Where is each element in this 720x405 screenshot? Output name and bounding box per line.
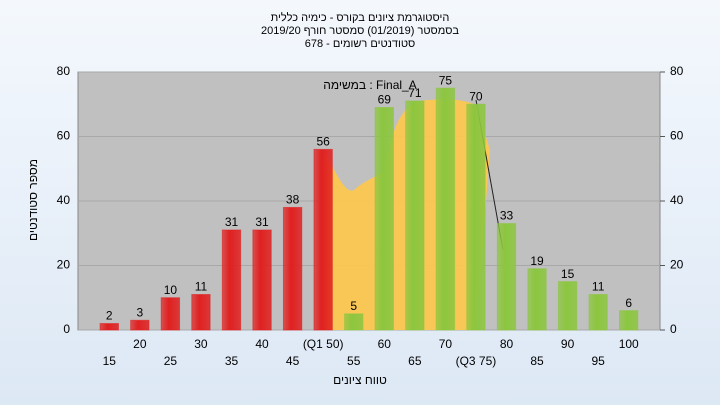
bar xyxy=(405,100,425,331)
y-tick-label: 40 xyxy=(57,193,71,207)
value-label: 75 xyxy=(439,73,453,87)
bar xyxy=(282,206,303,331)
y2-tick-label: 80 xyxy=(670,64,684,78)
value-label: 71 xyxy=(408,86,422,100)
bar xyxy=(191,294,211,331)
value-label: 11 xyxy=(592,280,605,294)
x-tick-label: 35 xyxy=(225,354,239,368)
y2-tick-label: 40 xyxy=(670,193,684,207)
x-tick-label: 90 xyxy=(561,337,575,351)
x-tick-label: (Q3 75) xyxy=(456,354,497,368)
x-tick-label: 85 xyxy=(530,354,544,368)
value-label: 11 xyxy=(195,280,208,294)
x-axis-title: טווח ציונים xyxy=(333,373,387,387)
annotation: במשימה : Final_A xyxy=(323,78,417,92)
y2-tick-label: 20 xyxy=(670,258,684,272)
value-label: 5 xyxy=(350,299,357,313)
bar xyxy=(466,103,486,331)
bar xyxy=(557,281,578,331)
y-axis-title: מספר סטודנטים xyxy=(26,159,40,241)
x-tick-label: 70 xyxy=(439,337,453,351)
bar xyxy=(313,148,333,331)
value-label: 15 xyxy=(561,267,575,281)
value-label: 38 xyxy=(286,193,300,207)
bar xyxy=(160,297,181,331)
x-tick-label: 95 xyxy=(591,354,605,368)
value-label: 3 xyxy=(136,305,143,319)
x-tick-label: 100 xyxy=(619,337,639,351)
value-label: 6 xyxy=(625,296,632,310)
value-label: 70 xyxy=(469,89,483,103)
bar xyxy=(374,106,394,331)
x-tick-label: 20 xyxy=(133,337,147,351)
value-label: 56 xyxy=(316,135,330,149)
y-tick-label: 20 xyxy=(57,258,71,272)
bar xyxy=(130,319,150,331)
bar xyxy=(344,313,364,331)
x-tick-label: 40 xyxy=(255,337,269,351)
chart-title: היסטוגרמת ציונים בקורס - כימיה כללית xyxy=(271,11,450,24)
y2-tick-label: 60 xyxy=(670,129,684,143)
bar xyxy=(99,323,119,331)
bar xyxy=(588,294,608,331)
x-tick-label: 60 xyxy=(378,337,392,351)
chart-subtitle: בסמסטר (01/2019) סמסטר חורף 2019/20 xyxy=(261,25,459,37)
value-label: 10 xyxy=(164,283,178,297)
bar xyxy=(527,268,547,331)
bar xyxy=(619,310,639,331)
value-label: 31 xyxy=(255,215,269,229)
value-label: 19 xyxy=(530,254,544,268)
value-label: 2 xyxy=(106,309,113,323)
x-tick-label: 45 xyxy=(286,354,300,368)
x-tick-label: (Q1 50) xyxy=(303,337,344,351)
bar xyxy=(252,229,272,331)
y-tick-label: 60 xyxy=(57,129,71,143)
bar xyxy=(435,87,456,331)
value-label: 31 xyxy=(225,215,239,229)
value-label: 69 xyxy=(378,93,392,107)
x-tick-label: 55 xyxy=(347,354,361,368)
y-tick-label: 80 xyxy=(57,64,71,78)
x-tick-label: 65 xyxy=(408,354,422,368)
value-label: 33 xyxy=(500,209,514,223)
x-tick-label: 80 xyxy=(500,337,514,351)
y-tick-label: 0 xyxy=(63,322,70,336)
bar xyxy=(496,223,517,331)
y2-tick-label: 0 xyxy=(670,322,677,336)
bar xyxy=(221,229,242,331)
x-tick-label: 15 xyxy=(103,354,117,368)
x-tick-label: 30 xyxy=(194,337,208,351)
x-tick-label: 25 xyxy=(164,354,178,368)
chart-subtitle: סטודנטים רשומים - 678 xyxy=(305,38,416,50)
